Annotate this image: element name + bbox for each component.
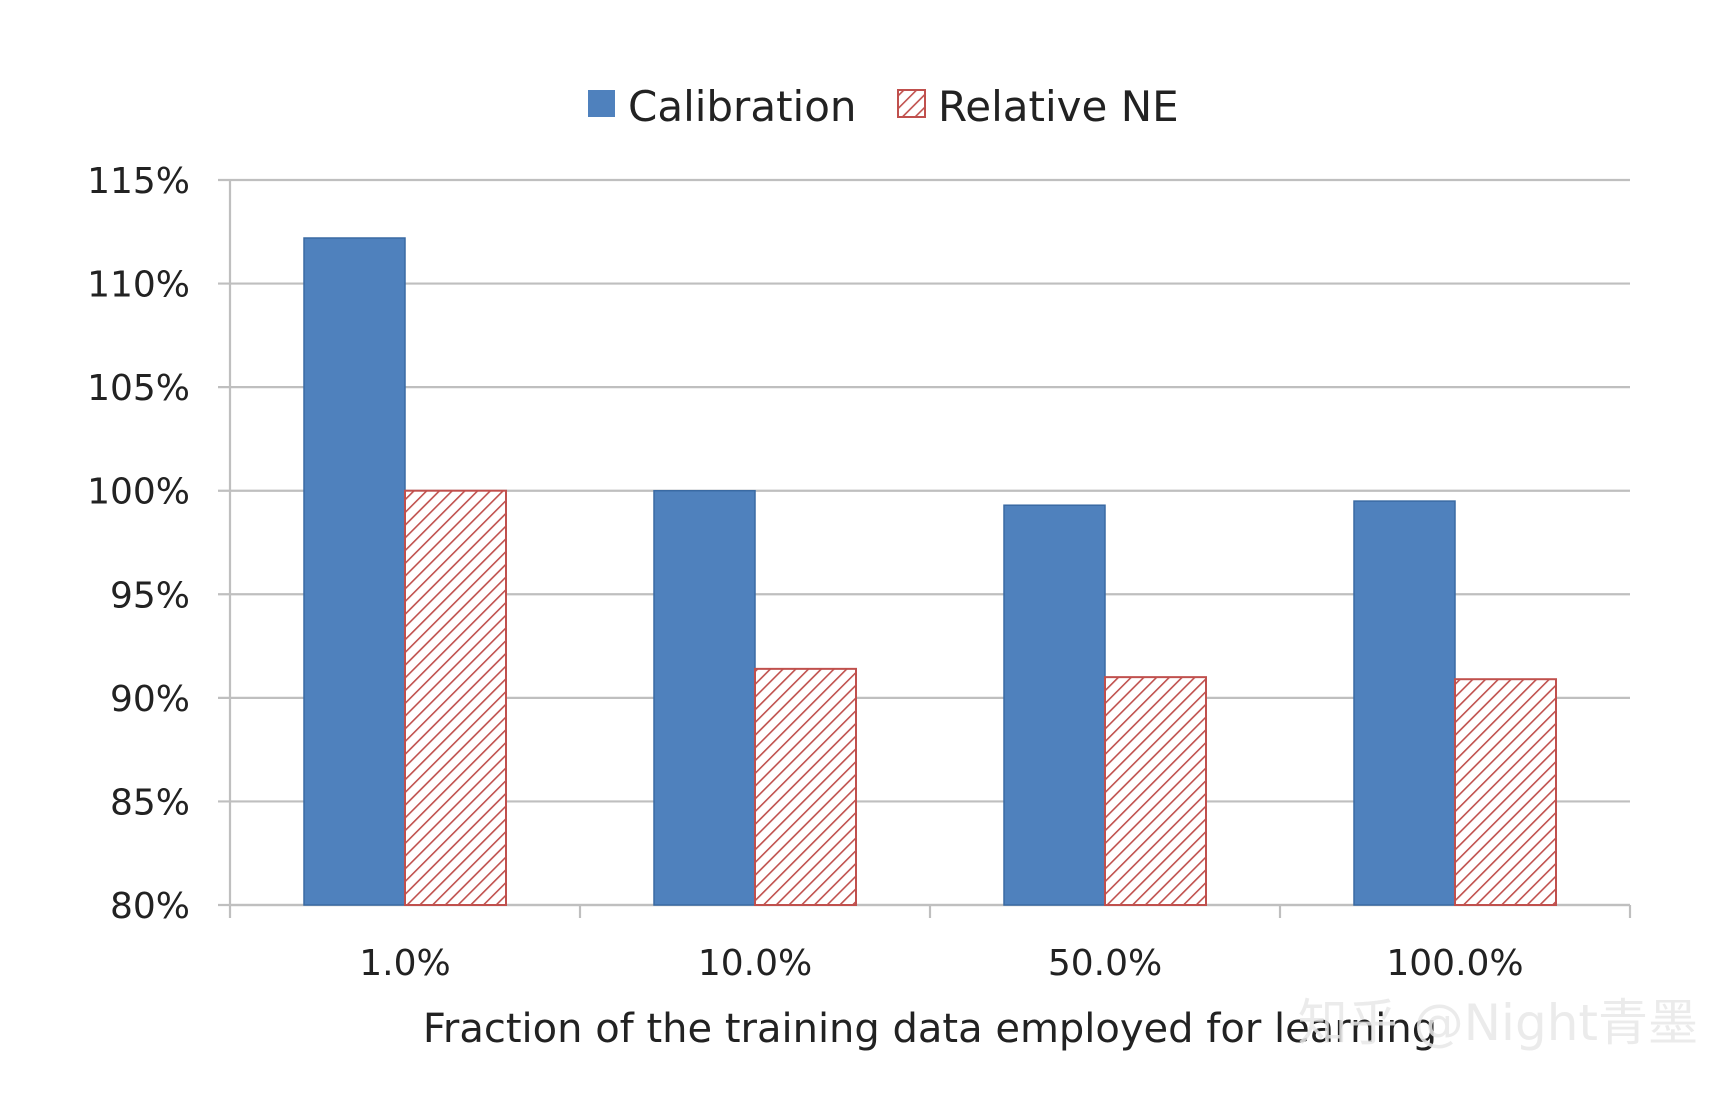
- legend-label-relative-ne: Relative NE: [938, 82, 1179, 131]
- legend-swatch-relative-ne: [897, 89, 926, 118]
- watermark: 知乎 @Night青墨: [1298, 994, 1698, 1052]
- legend-label-calibration: Calibration: [628, 82, 857, 131]
- x-axis-title: Fraction of the training data employed f…: [423, 1006, 1437, 1052]
- relative-ne-bar: [754, 667, 857, 906]
- relative-ne-bar: [404, 489, 507, 906]
- calibration-bar: [653, 489, 756, 906]
- y-tick-label: 80%: [110, 886, 190, 927]
- y-tick-label: 105%: [87, 368, 190, 409]
- y-tick-label: 85%: [110, 782, 190, 823]
- calibration-bar: [303, 237, 406, 906]
- y-tick-label: 110%: [87, 265, 190, 306]
- legend-swatch-calibration: [588, 90, 615, 117]
- x-tick-label: 1.0%: [359, 943, 450, 984]
- calibration-bar: [1353, 500, 1456, 906]
- legend: Calibration Relative NE: [588, 82, 1179, 131]
- calibration-bar: [1003, 504, 1106, 906]
- bars: [303, 237, 1557, 907]
- y-tick-label: 115%: [87, 161, 190, 202]
- y-tick-label: 90%: [110, 679, 190, 720]
- x-tick-label: 10.0%: [698, 943, 812, 984]
- x-axis: 1.0% 10.0% 50.0% 100.0%: [228, 903, 1632, 984]
- y-tick-label: 95%: [110, 575, 190, 616]
- x-tick-label: 50.0%: [1048, 943, 1162, 984]
- relative-ne-bar: [1104, 676, 1207, 907]
- relative-ne-bar: [1454, 678, 1557, 907]
- y-tick-label: 100%: [87, 472, 190, 513]
- y-axis: 80% 85% 90% 95% 100% 105% 110% 115%: [87, 161, 232, 927]
- x-tick-label: 100.0%: [1386, 943, 1523, 984]
